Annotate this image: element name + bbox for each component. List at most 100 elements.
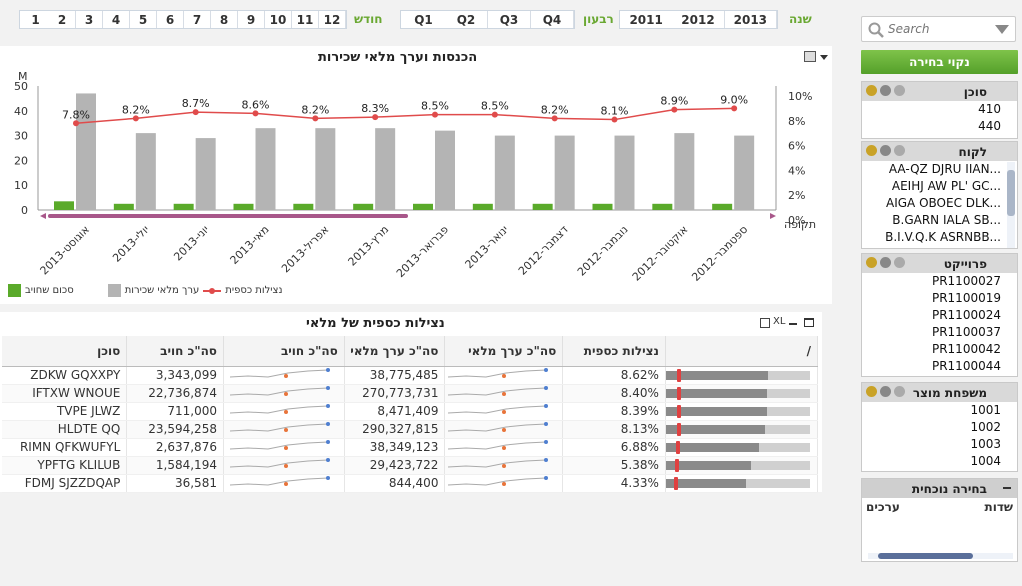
month-8[interactable]: 8 bbox=[211, 11, 238, 28]
table-row: RIMN QFKWUFYL 2,637,876 38,349,123 6.88% bbox=[2, 438, 819, 457]
bar-billed bbox=[532, 203, 553, 210]
month-11[interactable]: 11 bbox=[292, 11, 319, 28]
clear-icon[interactable] bbox=[866, 257, 877, 268]
minimize-icon[interactable] bbox=[789, 323, 797, 325]
clear-icon[interactable] bbox=[866, 386, 877, 397]
chart-type-icon[interactable] bbox=[804, 51, 816, 62]
eraser-icon[interactable] bbox=[894, 145, 905, 156]
quarter-Q3[interactable]: Q3 bbox=[488, 11, 531, 28]
search-icon[interactable] bbox=[880, 145, 891, 156]
column-header[interactable]: סה"כ חויב bbox=[223, 336, 345, 367]
list-item[interactable]: AEIHJ AW PL' GC... bbox=[891, 179, 1001, 193]
month-4[interactable]: 4 bbox=[103, 11, 130, 28]
data-label: 8.7% bbox=[182, 97, 210, 110]
month-6[interactable]: 6 bbox=[157, 11, 184, 28]
list-item[interactable]: 440 bbox=[978, 119, 1001, 133]
y2-tick-label: 4% bbox=[788, 164, 805, 177]
month-1[interactable]: 1 bbox=[31, 12, 40, 27]
list-item[interactable]: PR1100024 bbox=[931, 308, 1001, 322]
month-3[interactable]: 3 bbox=[76, 11, 103, 28]
month-10[interactable]: 10 bbox=[265, 11, 292, 28]
quarter-Q2[interactable]: Q2 bbox=[445, 11, 488, 28]
data-label: 8.2% bbox=[301, 103, 329, 116]
data-label: 8.6% bbox=[242, 98, 270, 111]
year-2013[interactable]: 2013 bbox=[725, 11, 777, 28]
bar-inventory bbox=[734, 135, 755, 210]
maximize-icon[interactable] bbox=[804, 318, 814, 327]
quarter-Q1[interactable]: Q1 bbox=[414, 12, 433, 27]
eraser-icon[interactable] bbox=[894, 257, 905, 268]
current-selection-hscroll[interactable] bbox=[868, 553, 1013, 559]
year-2012[interactable]: 2012 bbox=[672, 11, 725, 28]
sparkline bbox=[229, 439, 330, 450]
table-cell: 6.88% bbox=[562, 438, 666, 457]
column-header[interactable]: נצילות כספית bbox=[562, 336, 666, 367]
line-point bbox=[192, 109, 199, 116]
table-cell bbox=[665, 402, 819, 421]
list-item[interactable]: PR1100037 bbox=[931, 325, 1001, 339]
clear-selection-button[interactable]: נקוי בחירה bbox=[861, 50, 1018, 74]
list-item[interactable]: 1002 bbox=[970, 420, 1001, 434]
eraser-icon[interactable] bbox=[894, 85, 905, 96]
list-item[interactable]: PR1100027 bbox=[931, 274, 1001, 288]
legend-line-label: נצילות כספית bbox=[225, 285, 283, 296]
column-header[interactable]: סוכן bbox=[2, 336, 128, 367]
list-item[interactable]: 1004 bbox=[970, 454, 1001, 468]
sparkline bbox=[229, 475, 330, 486]
search-icon[interactable] bbox=[880, 257, 891, 268]
search-input[interactable] bbox=[888, 21, 988, 37]
y2-tick-label: 10% bbox=[788, 90, 812, 103]
clear-icon[interactable] bbox=[866, 145, 877, 156]
table-cell bbox=[444, 420, 564, 439]
month-9[interactable]: 9 bbox=[238, 11, 265, 28]
eraser-icon[interactable] bbox=[894, 386, 905, 397]
data-label: 8.1% bbox=[601, 105, 629, 118]
x-scrollbar bbox=[48, 214, 408, 218]
list-item[interactable]: B.I.V.Q.K ASRNBB... bbox=[885, 230, 1001, 244]
month-7[interactable]: 7 bbox=[184, 11, 211, 28]
clear-icon[interactable] bbox=[866, 85, 877, 96]
agent-listbox: סוכן 410 440 bbox=[861, 81, 1018, 139]
month-2[interactable]: 2 bbox=[49, 11, 76, 28]
x-tick-label: פברואר-2013 bbox=[394, 223, 451, 280]
search-icon[interactable] bbox=[880, 85, 891, 96]
column-header[interactable]: סה"כ ערך מלאי bbox=[344, 336, 446, 367]
minimize-icon[interactable] bbox=[1003, 487, 1011, 489]
month-12[interactable]: 12 bbox=[319, 11, 346, 28]
column-header[interactable]: / bbox=[665, 336, 819, 367]
product-family-listbox-title: משפחת מוצר bbox=[912, 385, 987, 400]
list-item[interactable]: PR1100044 bbox=[931, 359, 1001, 373]
table-cell bbox=[223, 474, 345, 493]
table-cell bbox=[444, 384, 564, 403]
list-item[interactable]: B.GARN IALA SB... bbox=[892, 213, 1001, 227]
list-item[interactable]: 1003 bbox=[970, 437, 1001, 451]
line-point bbox=[132, 115, 139, 122]
agent-listbox-title: סוכן bbox=[963, 84, 987, 99]
chevron-down-icon[interactable] bbox=[820, 55, 828, 60]
list-item[interactable]: 1001 bbox=[970, 403, 1001, 417]
quarter-Q4[interactable]: Q4 bbox=[531, 11, 574, 28]
search-icon[interactable] bbox=[880, 386, 891, 397]
line-point bbox=[671, 106, 678, 113]
table-cell: IFTXW WNOUE bbox=[2, 384, 128, 403]
list-item[interactable]: AA-QZ DJRU IIAN... bbox=[888, 162, 1001, 176]
column-header[interactable]: סה"כ ערך מלאי bbox=[444, 336, 564, 367]
sparkline bbox=[229, 367, 330, 378]
month-5[interactable]: 5 bbox=[130, 11, 157, 28]
list-item[interactable]: AIGA OBOEC DLK... bbox=[886, 196, 1001, 210]
line-point bbox=[312, 115, 319, 122]
xl-export-icon[interactable]: XL bbox=[773, 316, 786, 327]
sparkline bbox=[448, 439, 549, 450]
table-cell: 36,581 bbox=[126, 474, 224, 493]
print-icon[interactable] bbox=[760, 318, 770, 328]
chevron-down-icon[interactable] bbox=[995, 25, 1009, 34]
list-item[interactable]: PR1100042 bbox=[931, 342, 1001, 356]
list-item[interactable]: PR1100019 bbox=[931, 291, 1001, 305]
table-cell: FDMJ SJZZDQAP bbox=[2, 474, 128, 493]
x-tick-label: יוני-2013 bbox=[171, 223, 212, 264]
list-item[interactable]: 410 bbox=[978, 102, 1001, 116]
column-header[interactable]: סה"כ חויב bbox=[126, 336, 224, 367]
search-box[interactable] bbox=[861, 16, 1016, 42]
customer-scrollbar[interactable] bbox=[1007, 162, 1015, 248]
year-2011[interactable]: 2011 bbox=[629, 12, 663, 27]
